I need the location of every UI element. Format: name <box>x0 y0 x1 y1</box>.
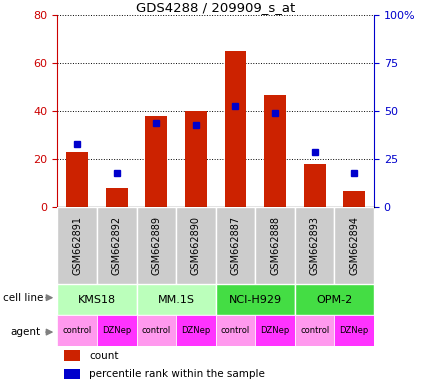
Text: GSM662890: GSM662890 <box>191 216 201 275</box>
Text: GSM662887: GSM662887 <box>230 216 241 275</box>
Text: GSM662893: GSM662893 <box>310 216 320 275</box>
Bar <box>295 284 374 315</box>
Bar <box>334 207 374 284</box>
Bar <box>64 369 79 379</box>
Bar <box>224 51 246 207</box>
Text: DZNep: DZNep <box>261 326 290 335</box>
Text: DZNep: DZNep <box>102 326 131 335</box>
Bar <box>255 207 295 284</box>
Bar <box>185 111 207 207</box>
Bar <box>136 207 176 284</box>
Text: DZNep: DZNep <box>340 326 369 335</box>
Text: DZNep: DZNep <box>181 326 210 335</box>
Text: cell line: cell line <box>3 293 43 303</box>
Bar <box>304 164 326 207</box>
Bar <box>176 207 215 284</box>
Bar <box>106 188 128 207</box>
Text: GSM662892: GSM662892 <box>112 216 122 275</box>
Bar <box>176 315 215 346</box>
Bar <box>57 315 97 346</box>
Title: GDS4288 / 209909_s_at: GDS4288 / 209909_s_at <box>136 1 295 14</box>
Text: control: control <box>62 326 92 335</box>
Bar <box>334 315 374 346</box>
Bar <box>145 116 167 207</box>
Text: control: control <box>300 326 329 335</box>
Text: OPM-2: OPM-2 <box>316 295 353 305</box>
Text: GSM662888: GSM662888 <box>270 216 280 275</box>
Bar <box>215 207 255 284</box>
Bar <box>343 190 365 207</box>
Bar <box>136 315 176 346</box>
Bar <box>97 315 136 346</box>
Bar <box>57 284 136 315</box>
Text: MM.1S: MM.1S <box>158 295 195 305</box>
Text: KMS18: KMS18 <box>78 295 116 305</box>
Bar <box>136 284 215 315</box>
Text: agent: agent <box>10 327 40 337</box>
Bar <box>295 315 334 346</box>
Bar <box>255 315 295 346</box>
Text: GSM662891: GSM662891 <box>72 216 82 275</box>
Bar <box>295 207 334 284</box>
Text: GSM662889: GSM662889 <box>151 216 162 275</box>
Bar <box>264 94 286 207</box>
Text: control: control <box>142 326 171 335</box>
Bar <box>215 284 295 315</box>
Text: control: control <box>221 326 250 335</box>
Bar <box>66 152 88 207</box>
Text: GSM662894: GSM662894 <box>349 216 359 275</box>
Bar <box>64 350 79 361</box>
Bar <box>97 207 136 284</box>
Bar <box>215 315 255 346</box>
Text: percentile rank within the sample: percentile rank within the sample <box>89 369 265 379</box>
Text: count: count <box>89 351 119 361</box>
Bar <box>57 207 97 284</box>
Text: NCI-H929: NCI-H929 <box>229 295 282 305</box>
